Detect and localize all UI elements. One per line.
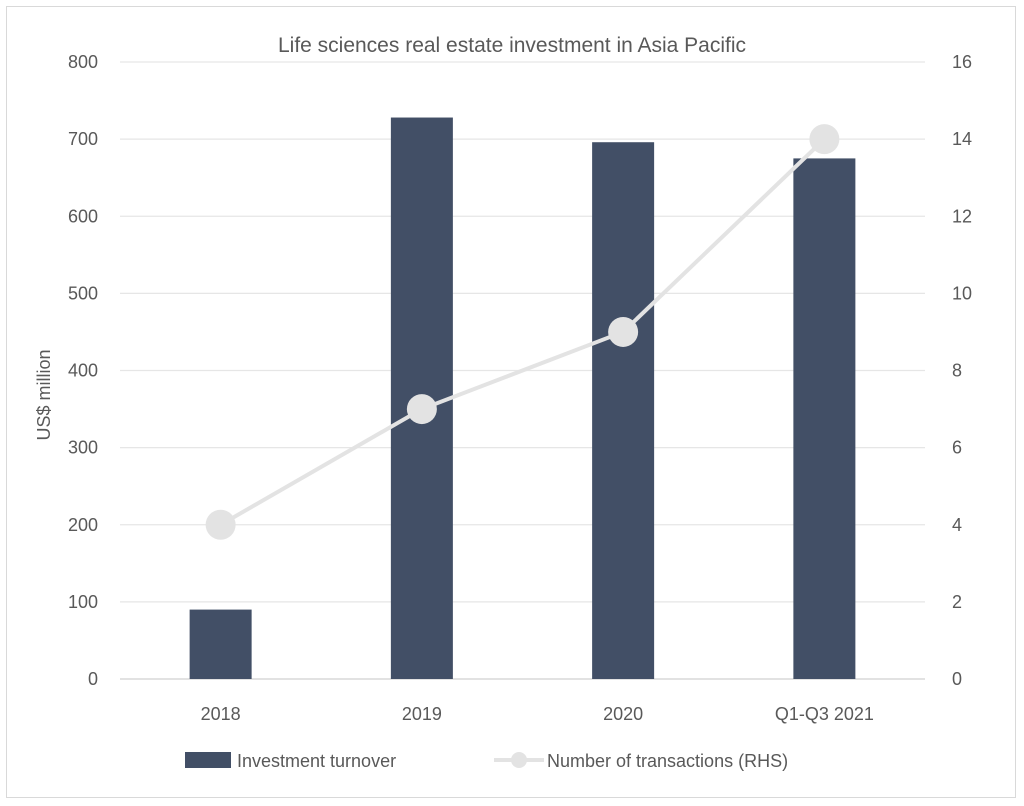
- bar-2020: [592, 142, 655, 679]
- y-tick-label: 100: [68, 592, 98, 612]
- transactions-marker: [608, 316, 639, 347]
- transactions-line: [219, 137, 826, 527]
- bar-q1-q3-2021: [793, 158, 856, 679]
- y2-tick-label: 12: [952, 206, 972, 226]
- y2-tick-label: 8: [952, 361, 962, 381]
- x-tick-label: 2020: [603, 704, 643, 724]
- y2-tick-label: 6: [952, 438, 962, 458]
- y-tick-label: 400: [68, 361, 98, 381]
- y-tick-label: 700: [68, 129, 98, 149]
- x-tick-label: 2019: [402, 704, 442, 724]
- chart-frame: [6, 6, 1016, 798]
- transactions-marker: [406, 394, 437, 425]
- y2-tick-label: 10: [952, 283, 972, 303]
- bar-2018: [189, 609, 252, 679]
- y2-tick-label: 4: [952, 515, 962, 535]
- legend-marker-transactions: [511, 752, 527, 768]
- x-tick-label: 2018: [201, 704, 241, 724]
- legend-swatch-investment-turnover: [185, 752, 231, 768]
- y-axis-label: US$ million: [34, 349, 54, 440]
- y-tick-label: 0: [88, 669, 98, 689]
- transactions-marker: [809, 124, 840, 155]
- legend-label-investment-turnover: Investment turnover: [237, 751, 396, 771]
- y-tick-label: 600: [68, 206, 98, 226]
- y2-tick-label: 0: [952, 669, 962, 689]
- legend-label-transactions: Number of transactions (RHS): [547, 751, 788, 771]
- y2-tick-label: 2: [952, 592, 962, 612]
- y-tick-label: 300: [68, 438, 98, 458]
- transactions-marker: [205, 509, 236, 540]
- y-tick-label: 500: [68, 283, 98, 303]
- y2-tick-label: 16: [952, 52, 972, 72]
- y-tick-label: 200: [68, 515, 98, 535]
- y2-tick-label: 14: [952, 129, 972, 149]
- y-tick-label: 800: [68, 52, 98, 72]
- x-tick-label: Q1-Q3 2021: [775, 704, 874, 724]
- chart-title: Life sciences real estate investment in …: [278, 34, 746, 57]
